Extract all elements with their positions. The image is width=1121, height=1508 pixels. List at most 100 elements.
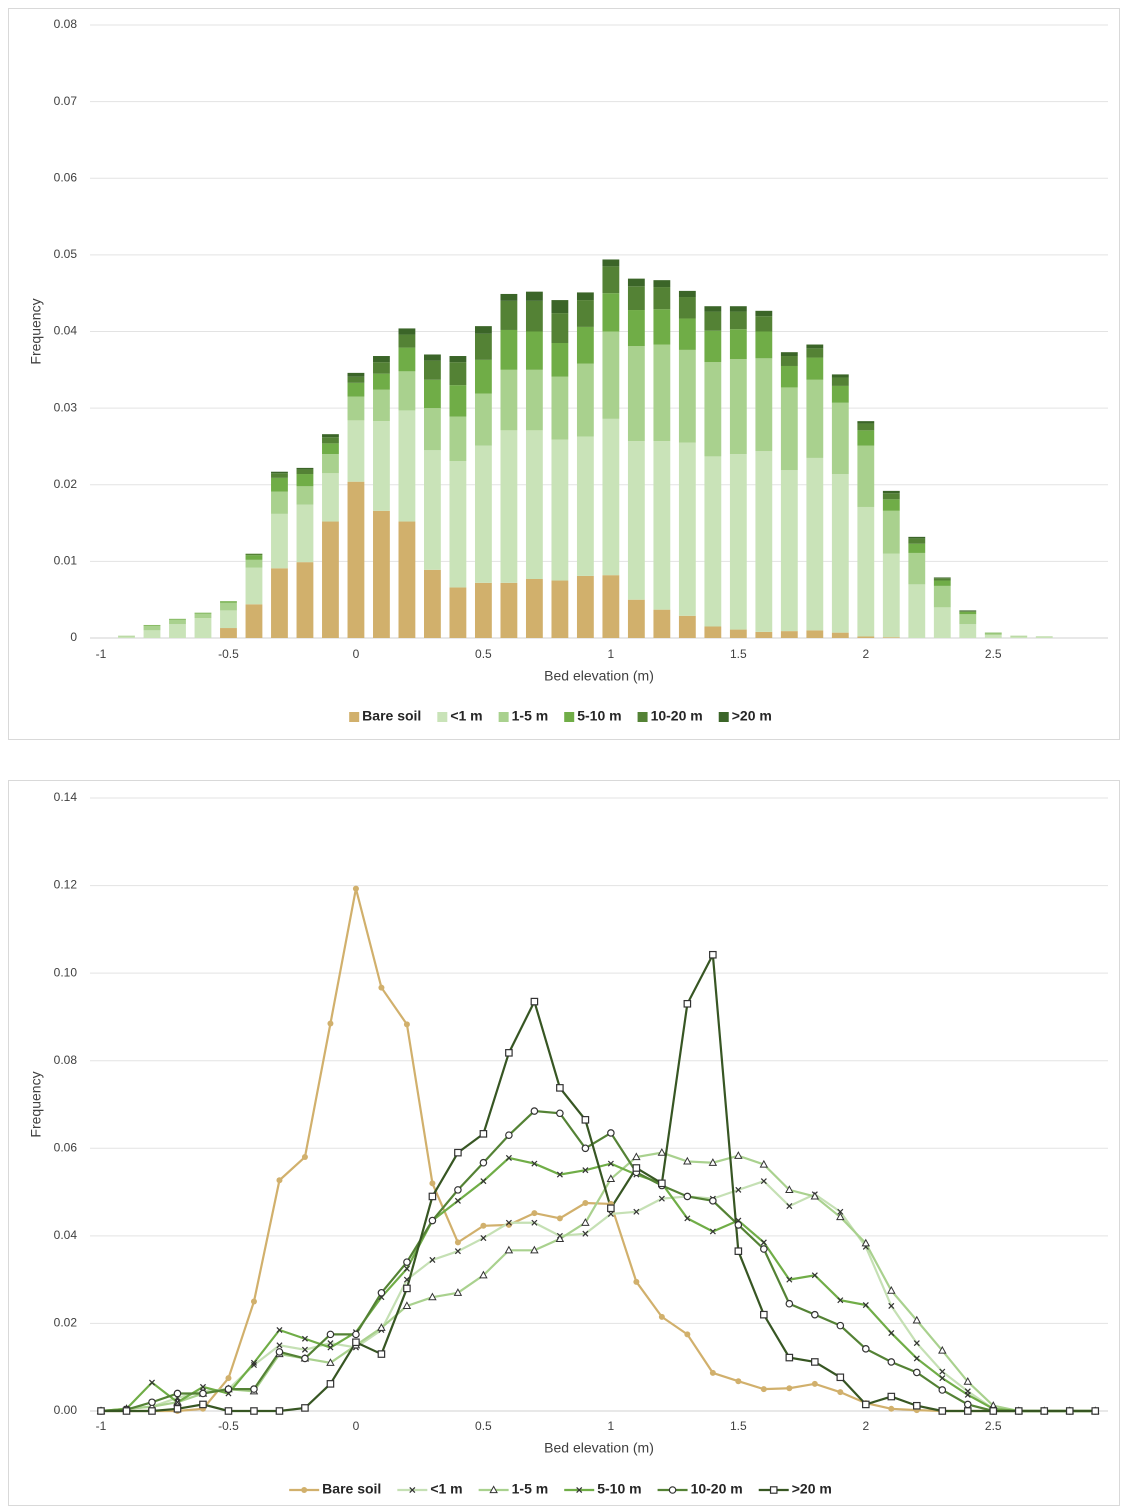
marker: [199, 1383, 206, 1390]
marker: [760, 1178, 767, 1185]
bar-segment: [296, 562, 314, 638]
marker: [582, 1230, 589, 1237]
bar-segment: [449, 416, 467, 461]
y-tick-label: 0.07: [54, 94, 78, 108]
bar-segment: [1010, 635, 1028, 637]
marker: [530, 997, 539, 1006]
marker: [531, 1210, 538, 1217]
marker: [275, 1348, 284, 1356]
marker: [785, 1185, 794, 1193]
bar-segment: [806, 379, 824, 458]
marker: [683, 999, 692, 1008]
marker: [250, 1385, 258, 1393]
x-tick-label: 2: [862, 1419, 869, 1433]
marker: [352, 1338, 360, 1347]
marker: [428, 1192, 437, 1201]
bar-segment: [220, 628, 237, 638]
x-tick-label: 0.5: [475, 647, 492, 661]
marker: [607, 1160, 614, 1167]
y-axis-title: Frequency: [28, 298, 44, 364]
bar-segment: [984, 634, 1002, 638]
bar-segment: [296, 504, 314, 563]
bar-segment: [245, 555, 263, 560]
marker: [555, 1234, 565, 1243]
bar-segment: [271, 568, 288, 638]
marker: [454, 1186, 462, 1194]
marker: [964, 1391, 971, 1398]
bar-segment: [857, 421, 875, 424]
marker: [888, 1302, 895, 1309]
bar-segment: [704, 330, 722, 363]
marker: [607, 1204, 615, 1213]
bar-segment: [959, 624, 977, 638]
bar-segment: [882, 493, 900, 500]
marker: [888, 1330, 895, 1337]
bar-segment: [551, 439, 569, 581]
bar-segment: [474, 393, 492, 446]
bar-segment: [882, 490, 900, 494]
bar-segment: [857, 506, 875, 637]
marker: [887, 1358, 896, 1366]
legend: Bare soil <1 m 1-5 m 5-10 m 10-20 m >20 m: [289, 1481, 832, 1497]
bar-segment: [474, 582, 492, 638]
bar-segment: [704, 306, 722, 312]
bar-segment: [857, 430, 875, 446]
bar-segment: [220, 602, 237, 611]
bar-segment: [245, 604, 263, 638]
marker: [377, 1288, 386, 1297]
bar-segment: [347, 372, 365, 377]
marker: [402, 1301, 412, 1310]
marker: [326, 1358, 335, 1366]
marker: [837, 1208, 844, 1215]
marker: [122, 1407, 131, 1415]
marker: [760, 1386, 767, 1393]
marker: [327, 1340, 334, 1347]
bar-segment: [602, 293, 620, 332]
legend-swatch: [437, 712, 448, 722]
bar-segment: [474, 333, 492, 360]
bar-segment: [729, 329, 747, 360]
bar-segment: [525, 291, 543, 301]
marker: [352, 885, 359, 892]
bar-segment: [296, 474, 314, 487]
legend-label: 1-5 m: [512, 708, 549, 724]
bar-segment: [1010, 636, 1028, 638]
x-tick-label: 2.5: [985, 647, 1002, 661]
marker: [250, 1298, 257, 1305]
marker: [582, 1200, 589, 1207]
marker: [633, 1278, 640, 1285]
bar-segment: [780, 631, 798, 638]
bar-segment: [806, 344, 824, 349]
marker: [97, 1407, 105, 1415]
y-tick-label: 0.02: [54, 477, 78, 491]
y-tick-label: 0.01: [54, 554, 78, 568]
bar-segment: [500, 369, 518, 431]
bar-segment: [576, 326, 594, 364]
marker: [837, 1297, 844, 1304]
bar-segment: [908, 538, 926, 544]
marker: [409, 1486, 416, 1494]
marker: [786, 1276, 793, 1283]
marker: [454, 1248, 461, 1255]
legend: Bare soil <1 m 1-5 m 5-10 m 10-20 m >20 m: [349, 708, 772, 724]
series-line: [100, 1151, 1096, 1413]
marker: [708, 1158, 718, 1166]
marker: [912, 1401, 921, 1410]
bar-segment: [678, 349, 696, 443]
marker: [480, 1178, 487, 1185]
marker: [811, 1380, 818, 1387]
bar-segment: [373, 356, 390, 363]
marker: [862, 1345, 870, 1353]
bar-segment: [449, 460, 467, 588]
bar-segment: [1035, 637, 1053, 638]
legend-swatch: [637, 712, 648, 722]
marker: [378, 984, 385, 991]
marker: [454, 1197, 461, 1204]
marker: [403, 1276, 410, 1283]
marker: [429, 1256, 436, 1263]
bar-segment: [602, 418, 620, 576]
legend-label: 5-10 m: [597, 1481, 641, 1497]
bar-segment: [678, 442, 696, 616]
